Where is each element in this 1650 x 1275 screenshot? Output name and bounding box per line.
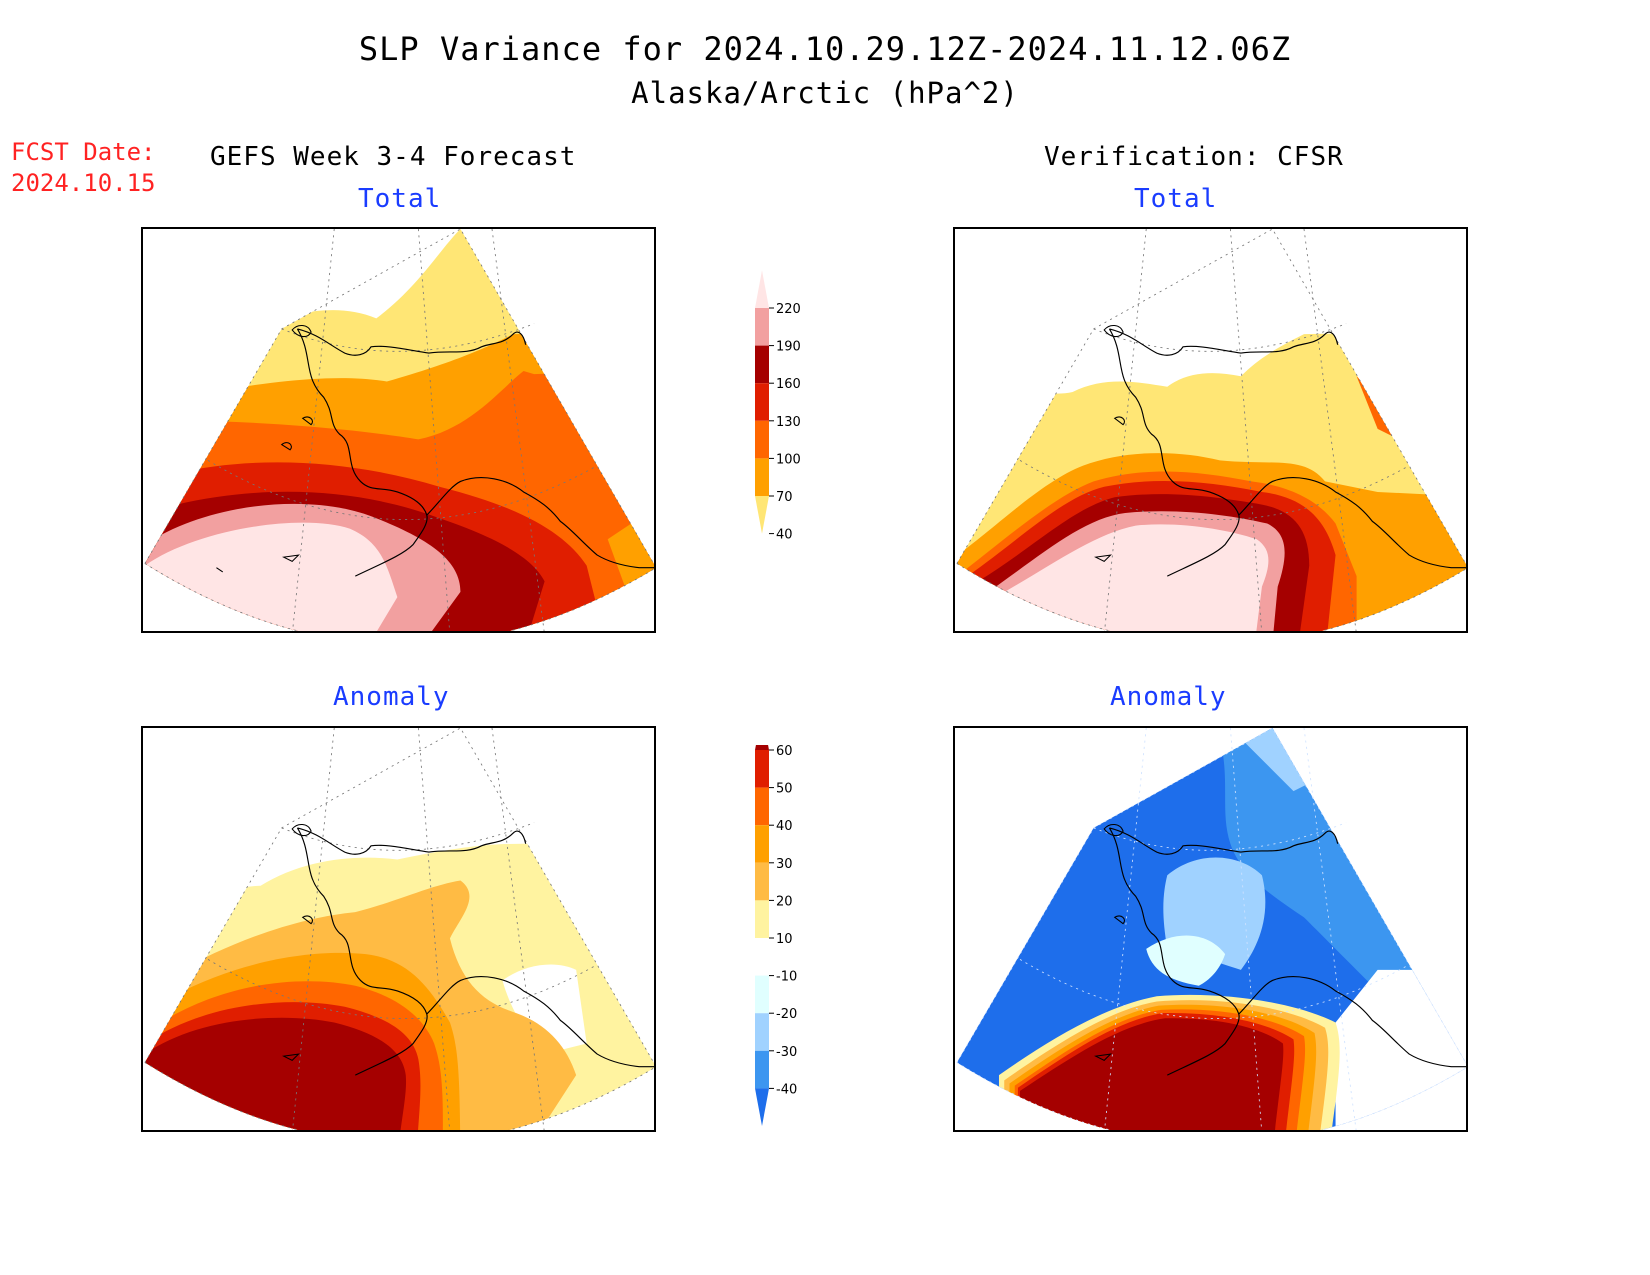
contour-no-anomaly-north (1146, 728, 1241, 738)
anomaly-colorbar-label-8: -30 (776, 1045, 797, 1060)
anomaly-colorbar-block-2 (755, 787, 769, 826)
total-colorbar-label-6: 40 (776, 528, 793, 543)
forecast-anomaly-subtitle: Anomaly (333, 682, 450, 712)
coastline-alaska (296, 827, 654, 1076)
forecast-date: FCST Date: 2024.10.15 (11, 137, 156, 199)
graticule (144, 229, 654, 631)
verification-anomaly-subtitle: Anomaly (1110, 682, 1227, 712)
coastline-alaska (1108, 328, 1466, 577)
forecast-date-label: FCST Date: (11, 138, 156, 166)
anomaly-colorbar-block-3 (755, 825, 769, 863)
coastline-islands (1094, 823, 1125, 1062)
total-colorbar-label-2: 160 (776, 377, 801, 392)
anomaly-colorbar-block-1 (755, 750, 769, 788)
total-colorbar-label-0: 220 (776, 302, 801, 317)
anomaly-colorbar-block-4 (755, 862, 769, 901)
verification-total-map (953, 227, 1468, 633)
verification-total-field (956, 229, 1466, 631)
forecast-anomaly-field (144, 728, 654, 1130)
forecast-total-field (144, 229, 654, 631)
anomaly-colorbar-bottom-cap (755, 1088, 769, 1126)
total-colorbar-label-5: 70 (776, 490, 793, 505)
total-colorbar-bottom-cap (755, 496, 769, 534)
forecast-date-value: 2024.10.15 (11, 169, 156, 197)
contour-east-edge (607, 518, 654, 598)
anomaly-colorbar: 60 50 40 30 20 10 -10 -20 -30 -40 (755, 745, 797, 1126)
verification-anomaly-field (956, 728, 1466, 1130)
anomaly-colorbar-label-7: -20 (776, 1007, 797, 1022)
anomaly-colorbar-block-7 (755, 975, 769, 1014)
total-colorbar-top-cap (755, 270, 769, 308)
verification-total-subtitle: Total (1134, 184, 1218, 214)
anomaly-colorbar-blocks (755, 745, 769, 1126)
anomaly-colorbar-label-9: -40 (776, 1082, 797, 1097)
coastline-islands (282, 823, 313, 1062)
anomaly-colorbar-block-8 (755, 1013, 769, 1051)
forecast-anomaly-map (141, 726, 656, 1132)
anomaly-colorbar-label-6: -10 (776, 970, 797, 985)
total-colorbar-block-2 (755, 345, 769, 384)
forecast-total-subtitle: Total (358, 184, 442, 214)
graticule (956, 728, 1466, 1130)
anomaly-colorbar-block-9 (755, 1050, 769, 1089)
total-colorbar-blocks (755, 270, 769, 534)
anomaly-colorbar-labels: 60 50 40 30 20 10 -10 -20 -30 -40 (769, 745, 797, 1097)
total-colorbar-block-4 (755, 420, 769, 459)
anomaly-colorbar-label-1: 50 (776, 782, 793, 797)
graticule (144, 728, 654, 1130)
coastline-islands (216, 324, 313, 573)
forecast-total-map (141, 227, 656, 633)
contour-above-220 (144, 522, 398, 631)
total-colorbar-label-1: 190 (776, 340, 801, 355)
anomaly-colorbar-top-cap (755, 745, 769, 750)
contour-minus-10-minus-20 (1146, 935, 1226, 986)
anomaly-colorbar-label-5: 10 (776, 932, 793, 947)
coastline-alaska (296, 328, 654, 577)
total-colorbar-block-5 (755, 458, 769, 496)
contour-no-anomaly-patch (502, 964, 587, 1055)
contour-minus-20-minus-30 (1163, 728, 1336, 970)
coastline-islands (1094, 324, 1125, 563)
anomaly-colorbar-label-3: 30 (776, 857, 793, 872)
coastline-alaska (1108, 827, 1466, 1076)
verification-anomaly-map (953, 726, 1468, 1132)
total-colorbar-block-3 (755, 383, 769, 421)
total-colorbar-block-1 (755, 308, 769, 346)
column-heading-forecast: GEFS Week 3-4 Forecast (210, 142, 577, 172)
anomaly-colorbar-label-2: 40 (776, 819, 793, 834)
total-colorbar: 220 190 160 130 100 70 40 (755, 270, 801, 543)
anomaly-colorbar-block-5 (755, 900, 769, 938)
anomaly-colorbar-block-6 (755, 938, 769, 976)
total-colorbar-label-3: 130 (776, 415, 801, 430)
figure-title: SLP Variance for 2024.10.29.12Z-2024.11.… (358, 30, 1292, 68)
contour-above-220 (998, 524, 1269, 631)
anomaly-colorbar-label-4: 20 (776, 894, 793, 909)
graticule (956, 229, 1466, 631)
column-heading-verification: Verification: CFSR (1044, 142, 1344, 172)
contour-above-60 (1020, 1018, 1284, 1130)
contour-above-60 (144, 1017, 407, 1130)
figure-subtitle: Alaska/Arctic (hPa^2) (631, 76, 1019, 110)
anomaly-colorbar-label-0: 60 (776, 745, 793, 759)
total-colorbar-label-4: 100 (776, 452, 801, 467)
total-colorbar-labels: 220 190 160 130 100 70 40 (769, 302, 801, 543)
